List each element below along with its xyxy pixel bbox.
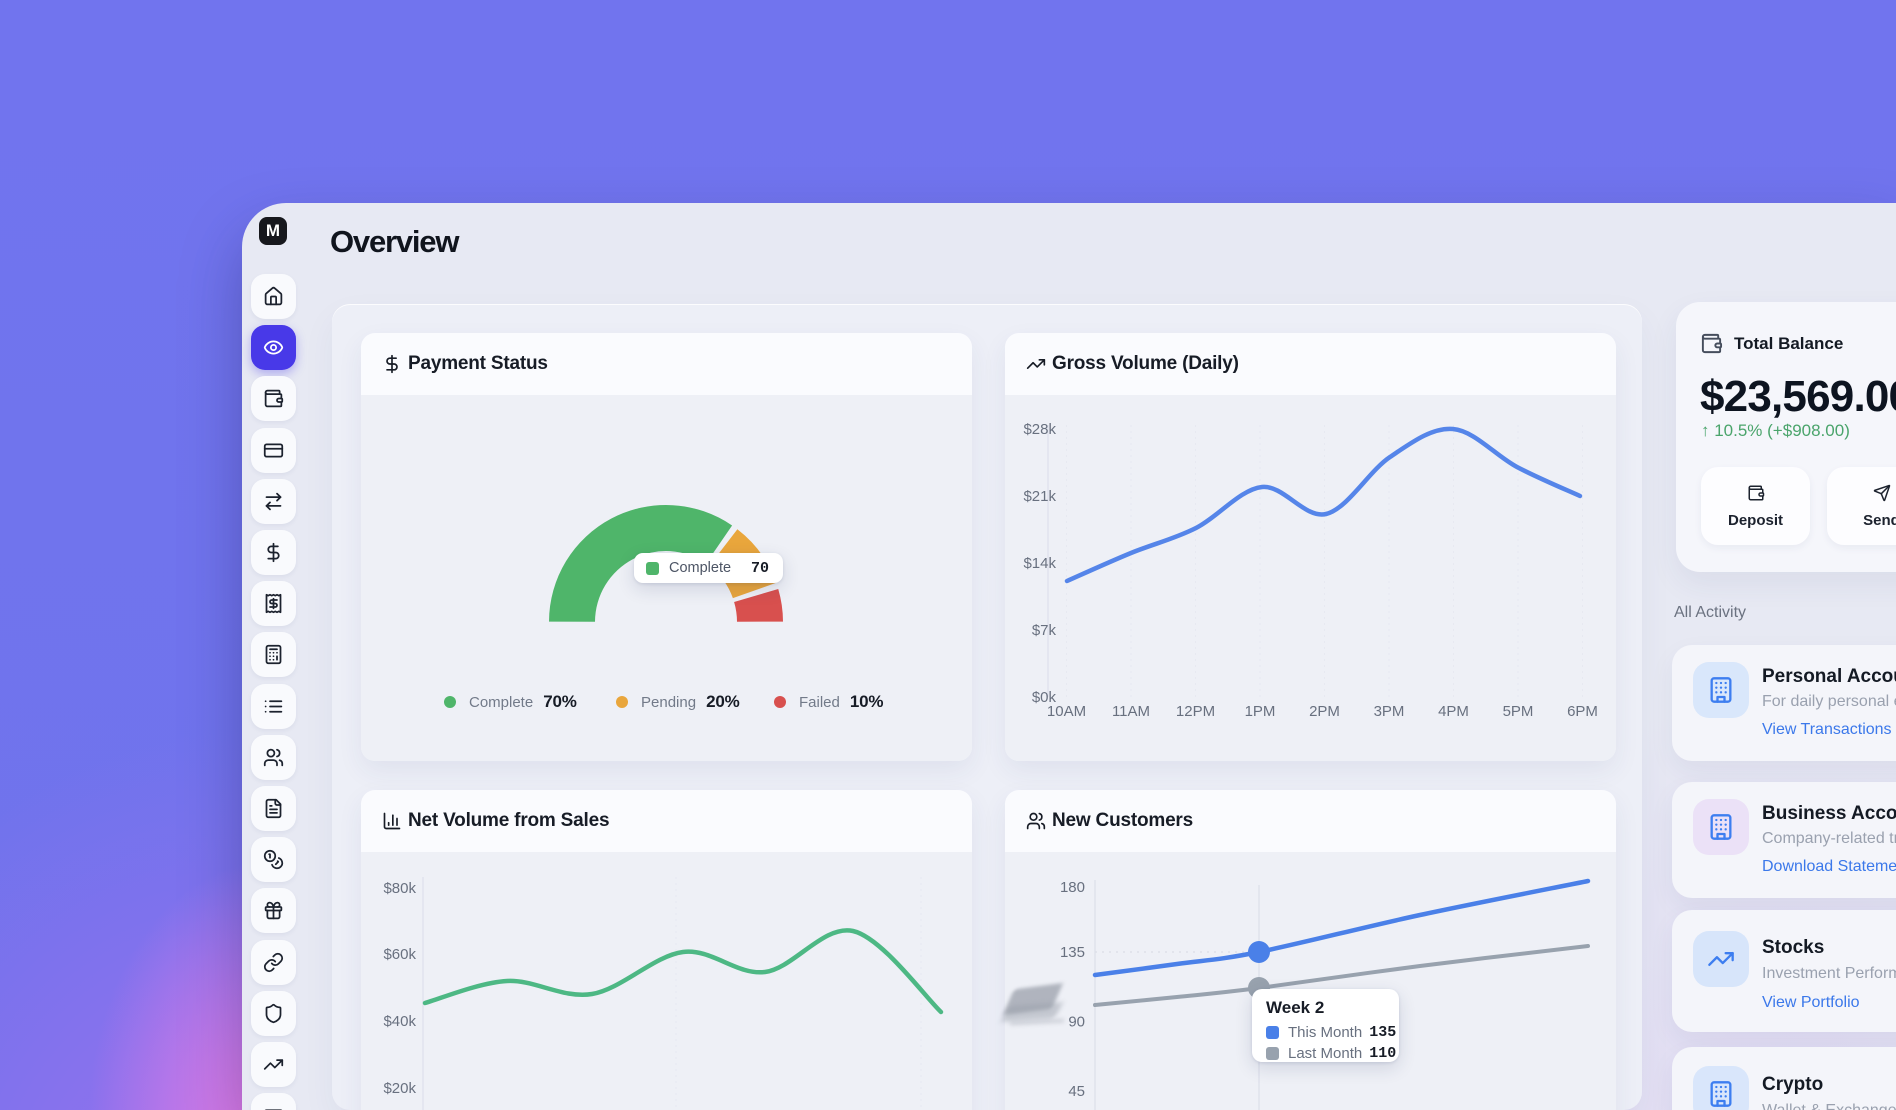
svg-text:135: 135 bbox=[1060, 944, 1085, 961]
svg-text:45: 45 bbox=[1068, 1083, 1085, 1100]
svg-text:$28k: $28k bbox=[1023, 421, 1056, 438]
svg-text:6PM: 6PM bbox=[1567, 703, 1598, 720]
svg-text:$14k: $14k bbox=[1023, 555, 1056, 572]
svg-text:$80k: $80k bbox=[383, 880, 416, 897]
svg-text:10AM: 10AM bbox=[1047, 703, 1086, 720]
svg-text:12PM: 12PM bbox=[1176, 703, 1215, 720]
svg-text:$20k: $20k bbox=[383, 1080, 416, 1097]
svg-text:$0k: $0k bbox=[1032, 689, 1057, 706]
svg-text:90: 90 bbox=[1068, 1014, 1085, 1031]
svg-text:$7k: $7k bbox=[1032, 622, 1057, 639]
svg-text:4PM: 4PM bbox=[1438, 703, 1469, 720]
svg-text:5PM: 5PM bbox=[1503, 703, 1534, 720]
svg-text:3PM: 3PM bbox=[1374, 703, 1405, 720]
svg-text:1PM: 1PM bbox=[1245, 703, 1276, 720]
svg-text:$40k: $40k bbox=[383, 1013, 416, 1030]
svg-text:11AM: 11AM bbox=[1112, 703, 1150, 720]
svg-text:$60k: $60k bbox=[383, 946, 416, 963]
svg-text:180: 180 bbox=[1060, 879, 1085, 896]
svg-text:2PM: 2PM bbox=[1309, 703, 1340, 720]
svg-text:$21k: $21k bbox=[1023, 488, 1056, 505]
